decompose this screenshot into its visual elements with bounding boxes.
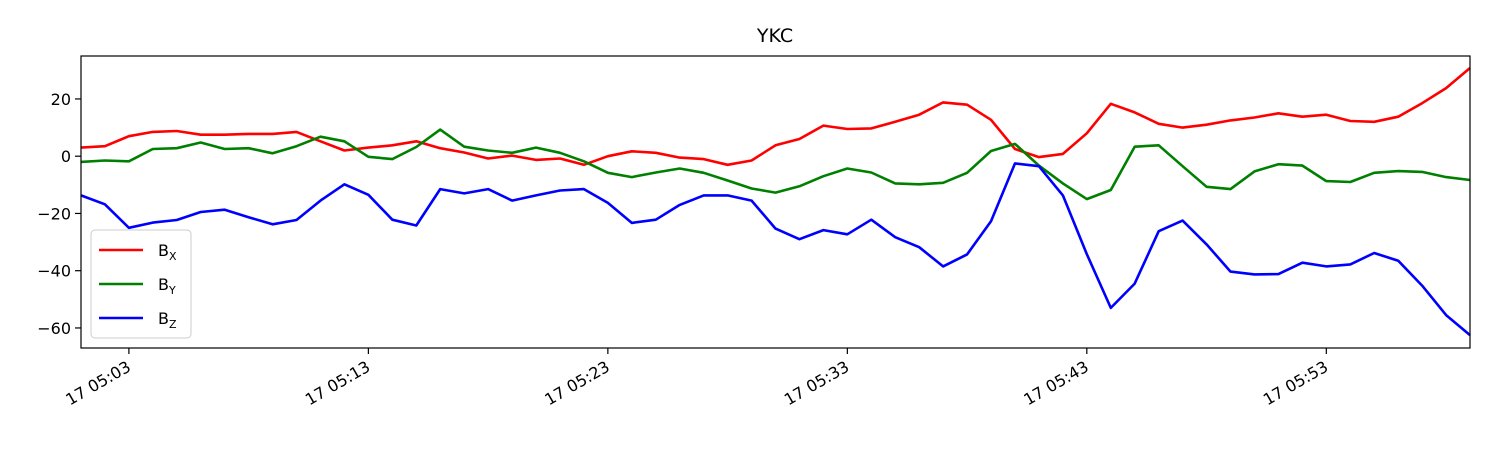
y-tick-label: 0 bbox=[61, 147, 71, 166]
x-tick-label: 17 05:43 bbox=[1020, 357, 1091, 409]
legend: BX BY BZ bbox=[90, 229, 192, 339]
series-line-bx bbox=[80, 67, 1471, 167]
series-line-bz bbox=[80, 162, 1471, 337]
x-tick-label: 17 05:53 bbox=[1260, 357, 1331, 409]
y-tick-label: −40 bbox=[37, 262, 71, 281]
x-tick-label: 17 05:23 bbox=[541, 357, 612, 409]
legend-label-by: BY bbox=[158, 275, 176, 297]
x-tick-label: 17 05:03 bbox=[62, 357, 133, 409]
legend-label-bz: BZ bbox=[158, 309, 177, 331]
y-axis: 20 0 −20 −40 −60 bbox=[37, 90, 81, 338]
x-axis: 17 05:03 17 05:13 17 05:23 17 05:33 17 05:43… bbox=[62, 348, 1331, 409]
y-tick-label: 20 bbox=[51, 90, 71, 109]
legend-label-bx: BX bbox=[158, 241, 177, 263]
series-line-by bbox=[80, 128, 1471, 201]
chart-title: YKC bbox=[756, 25, 793, 47]
x-tick-label: 17 05:33 bbox=[781, 357, 852, 409]
x-tick-label: 17 05:13 bbox=[302, 357, 373, 409]
series-layer bbox=[80, 67, 1471, 337]
y-tick-label: −20 bbox=[37, 204, 71, 223]
y-tick-label: −60 bbox=[37, 319, 71, 338]
plot-frame bbox=[80, 55, 1471, 349]
